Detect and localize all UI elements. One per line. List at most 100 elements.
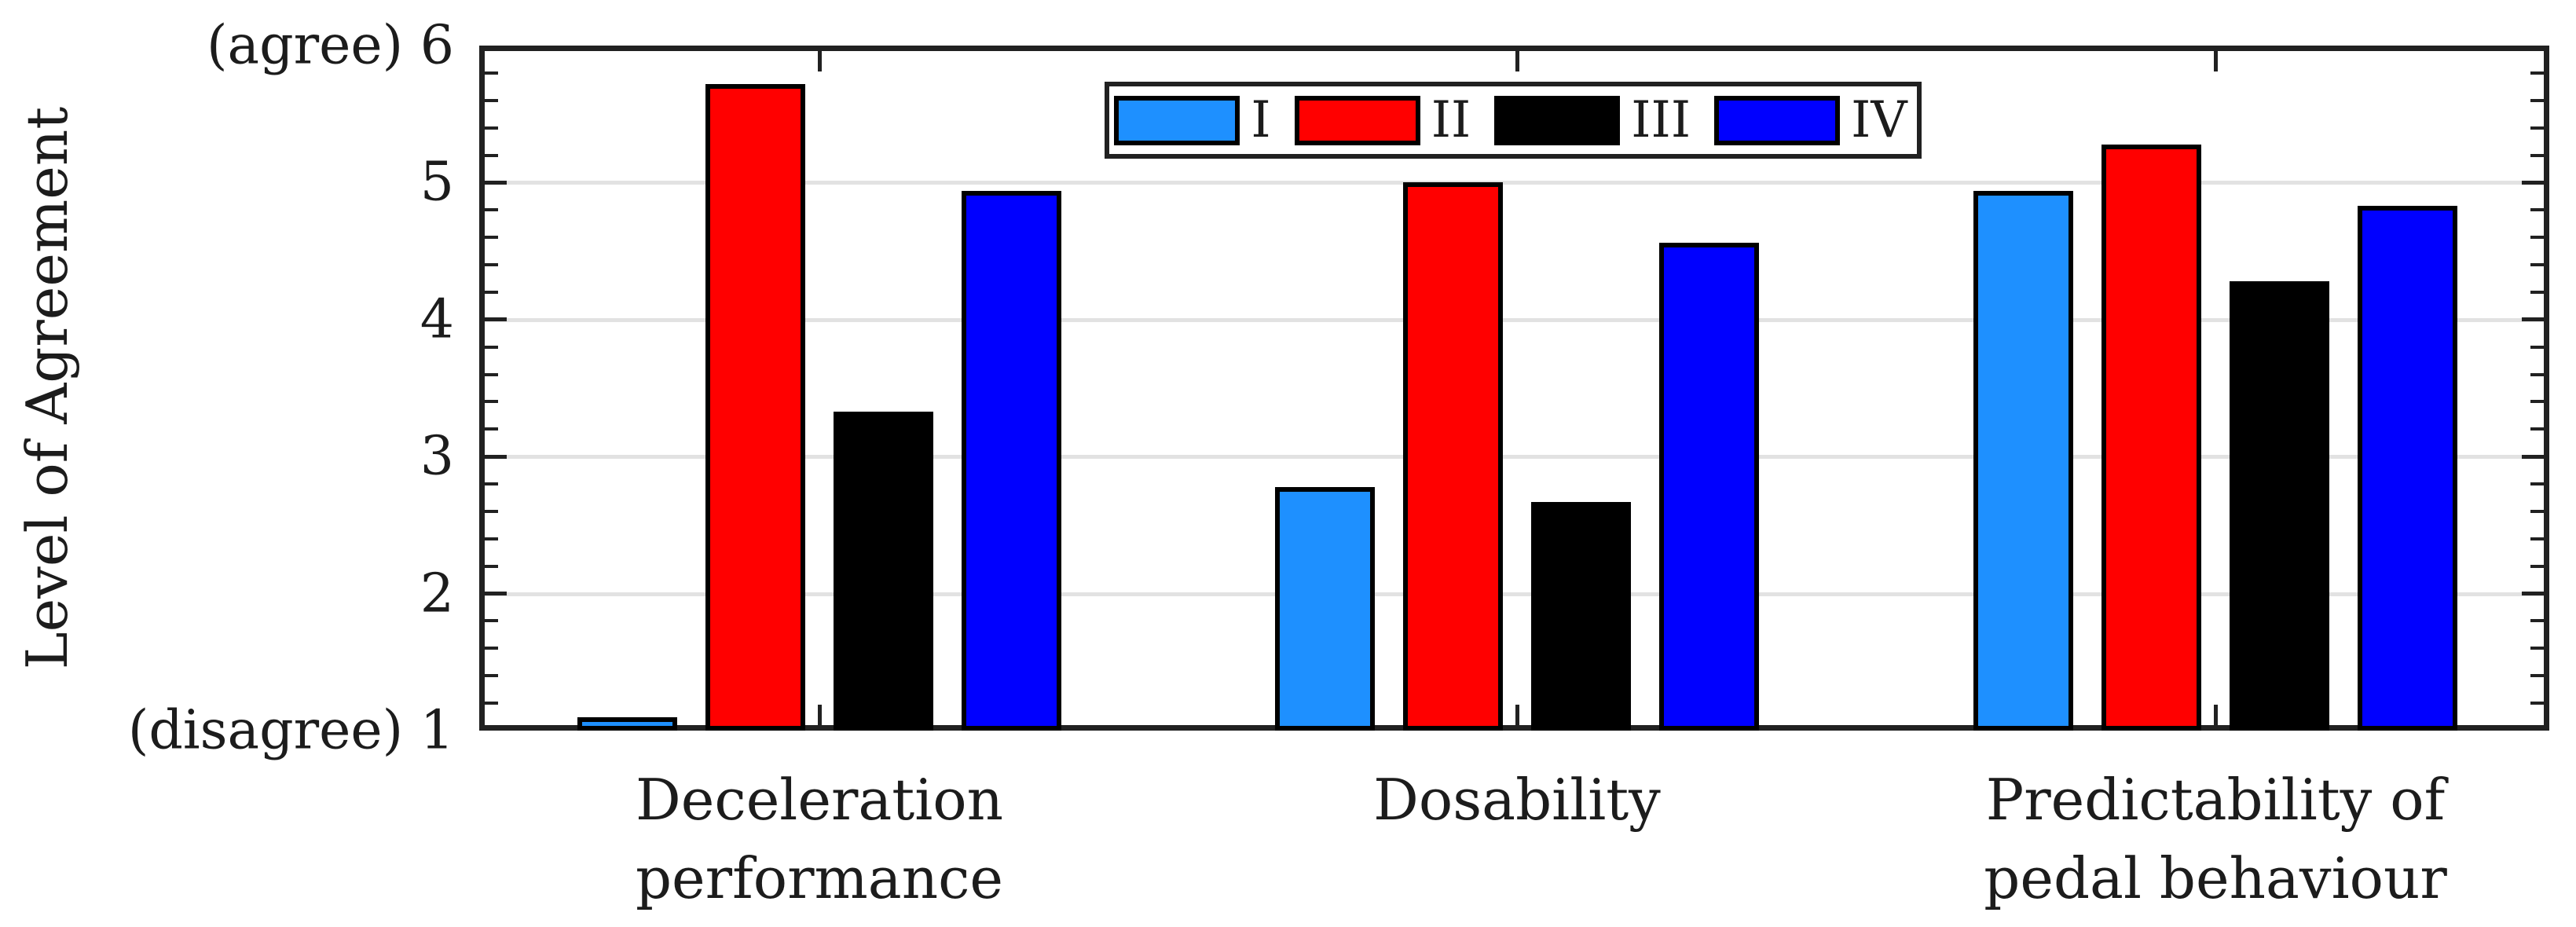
gridline-y-5 — [485, 181, 2544, 185]
legend-item-III: III — [1494, 91, 1691, 149]
minor-tick-3.2-right — [2530, 427, 2544, 431]
minor-tick-4.8-right — [2530, 208, 2544, 212]
legend-label-IV: IV — [1851, 91, 1907, 149]
minor-tick-1.6-right — [2530, 647, 2544, 650]
y-tick-label-2: 2 — [420, 562, 454, 625]
y-axis-title: Level of Agreement — [14, 106, 80, 670]
major-tick-2-left — [485, 592, 507, 596]
y-tick-label-4: 4 — [420, 288, 454, 351]
category-tick-deceleration-performance-top — [818, 51, 822, 71]
minor-tick-5.8-right — [2530, 71, 2544, 75]
bar-I-deceleration-performance — [577, 716, 677, 731]
major-tick-4-left — [485, 317, 507, 322]
bar-II-predictability — [2101, 144, 2201, 731]
minor-tick-1.2-right — [2530, 702, 2544, 705]
minor-tick-5.6-left — [485, 98, 498, 102]
legend-swatch-III — [1494, 95, 1621, 145]
major-tick-3-right — [2522, 454, 2544, 459]
legend-swatch-II — [1294, 95, 1420, 145]
bar-III-dosability — [1531, 501, 1631, 731]
minor-tick-5.4-left — [485, 126, 498, 130]
bar-IV-predictability — [2358, 206, 2457, 731]
x-category-label-predictability: Predictability of pedal behaviour — [1901, 760, 2530, 918]
category-tick-dosability-top — [1515, 51, 1519, 71]
major-tick-3-left — [485, 454, 507, 459]
minor-tick-3.8-left — [485, 345, 498, 349]
category-tick-deceleration-performance-bottom — [818, 705, 822, 725]
minor-tick-5.6-right — [2530, 98, 2544, 102]
category-tick-predictability-bottom — [2214, 705, 2218, 725]
minor-tick-4.6-left — [485, 236, 498, 240]
legend-box: I II III IV — [1105, 82, 1922, 159]
bar-I-predictability — [1973, 190, 2073, 731]
legend-item-I: I — [1114, 91, 1271, 149]
minor-tick-4.2-left — [485, 290, 498, 294]
legend-item-IV: IV — [1714, 91, 1907, 149]
minor-tick-3.6-right — [2530, 372, 2544, 376]
major-tick-5-right — [2522, 180, 2544, 185]
minor-tick-3.8-right — [2530, 345, 2544, 349]
minor-tick-3.6-left — [485, 372, 498, 376]
minor-tick-2.6-left — [485, 509, 498, 513]
minor-tick-1.4-right — [2530, 674, 2544, 678]
minor-tick-5.8-left — [485, 71, 498, 75]
minor-tick-5.4-right — [2530, 126, 2544, 130]
gridline-y-3 — [485, 455, 2544, 460]
y-tick-label-5: 5 — [420, 151, 454, 214]
major-tick-5-left — [485, 180, 507, 185]
minor-tick-2.6-right — [2530, 509, 2544, 513]
bar-II-dosability — [1403, 182, 1503, 731]
plot-area — [479, 46, 2549, 731]
gridline-y-2 — [485, 592, 2544, 596]
x-category-label-line: performance — [635, 845, 1004, 911]
minor-tick-1.6-left — [485, 647, 498, 650]
legend-swatch-I — [1114, 95, 1240, 145]
minor-tick-4.8-left — [485, 208, 498, 212]
category-tick-dosability-bottom — [1515, 705, 1519, 725]
y-tick-label-6: (agree) 6 — [207, 14, 454, 77]
y-tick-label-3: 3 — [420, 425, 454, 488]
minor-tick-5.2-right — [2530, 153, 2544, 157]
x-category-label-line: Dosability — [1373, 767, 1661, 833]
minor-tick-2.4-left — [485, 537, 498, 540]
gridline-y-4 — [485, 317, 2544, 322]
bar-I-dosability — [1275, 486, 1375, 731]
minor-tick-1.4-left — [485, 674, 498, 678]
minor-tick-4.2-right — [2530, 290, 2544, 294]
y-tick-label-1: (disagree) 1 — [127, 699, 454, 762]
minor-tick-2.2-right — [2530, 564, 2544, 568]
minor-tick-1.8-left — [485, 619, 498, 623]
major-tick-4-right — [2522, 317, 2544, 322]
legend-label-III: III — [1631, 91, 1691, 149]
minor-tick-2.2-left — [485, 564, 498, 568]
minor-tick-1.8-right — [2530, 619, 2544, 623]
minor-tick-1.2-left — [485, 702, 498, 705]
legend-swatch-IV — [1714, 95, 1841, 145]
major-tick-2-right — [2522, 592, 2544, 596]
minor-tick-3.4-left — [485, 400, 498, 404]
legend-label-I: I — [1251, 91, 1271, 149]
legend-label-II: II — [1431, 91, 1471, 149]
minor-tick-3.2-left — [485, 427, 498, 431]
bar-IV-deceleration-performance — [962, 190, 1061, 731]
minor-tick-3.4-right — [2530, 400, 2544, 404]
bar-II-deceleration-performance — [705, 83, 805, 731]
x-category-label-line: Predictability of — [1985, 767, 2446, 833]
minor-tick-5.2-left — [485, 153, 498, 157]
minor-tick-2.4-right — [2530, 537, 2544, 540]
minor-tick-4.4-left — [485, 263, 498, 267]
legend-item-II: II — [1294, 91, 1471, 149]
minor-tick-4.6-right — [2530, 236, 2544, 240]
x-category-label-line: Deceleration — [636, 767, 1003, 833]
x-category-label-line: pedal behaviour — [1984, 845, 2447, 911]
minor-tick-2.8-left — [485, 482, 498, 486]
minor-tick-2.8-right — [2530, 482, 2544, 486]
bar-III-predictability — [2230, 280, 2329, 731]
bar-IV-dosability — [1659, 243, 1759, 731]
bar-III-deceleration-performance — [834, 411, 933, 731]
category-tick-predictability-top — [2214, 51, 2218, 71]
x-category-label-deceleration-performance: Deceleration performance — [505, 760, 1134, 918]
x-category-label-dosability: Dosability — [1203, 760, 1831, 839]
minor-tick-4.4-right — [2530, 263, 2544, 267]
